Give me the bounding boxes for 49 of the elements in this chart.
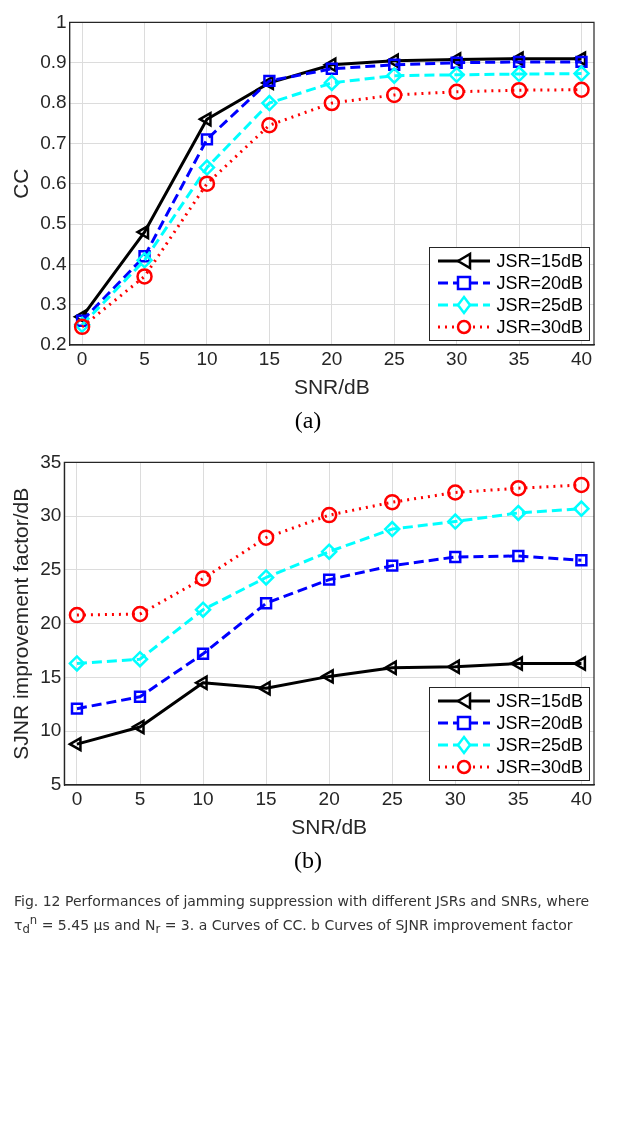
x-tick-label: 30: [446, 347, 468, 369]
legend-label: JSR=30dB: [496, 316, 583, 338]
x-tick-label: 40: [570, 787, 592, 809]
text: (a): [293, 407, 323, 434]
legend-label: JSR=25dB: [496, 734, 583, 756]
x-axis-title: SNR/dB: [293, 375, 370, 399]
legend-label: JSR=20dB: [496, 272, 583, 294]
x-tick-label: 25: [383, 347, 405, 369]
legend-label: JSR=15dB: [496, 690, 583, 712]
y-tick-label: 0.9: [40, 50, 67, 72]
x-tick-label: 30: [444, 787, 466, 809]
y-tick-label: 0.4: [40, 252, 68, 274]
y-tick-label: 35: [40, 450, 62, 472]
y-tick-label: 10: [40, 719, 62, 741]
x-tick-label: 5: [134, 787, 146, 809]
x-tick-label: 20: [318, 787, 340, 809]
x-tick-label: 15: [255, 787, 277, 809]
y-tick-label: 25: [40, 558, 62, 580]
y-tick-label: 0.5: [40, 212, 67, 234]
x-tick-label: 10: [192, 787, 214, 809]
y-tick-label: 0.3: [40, 292, 67, 314]
legend-label: JSR=25dB: [496, 294, 583, 316]
caption: Fig. 12 Performances of jamming suppression with different JSRs and SNRs, where τ$_{d}$$^{n}$ = 5.45 μs and N$_{r}$ = 3. a Curves of CC. b Curves of SJNR improvement factor: [13, 892, 591, 939]
x-tick-label: 15: [258, 347, 280, 369]
x-tick-label: 10: [196, 347, 218, 369]
x-tick-label: 5: [139, 347, 150, 369]
y-tick-label: 5: [50, 773, 62, 795]
legend-label: JSR=30dB: [496, 756, 583, 778]
y-tick-label: 30: [40, 504, 62, 526]
y-tick-label: 1: [56, 10, 67, 32]
text: (b): [293, 847, 323, 874]
y-tick-label: 20: [40, 611, 62, 633]
legend-label: JSR=20dB: [496, 712, 583, 734]
y-tick-label: 0.6: [40, 171, 67, 193]
x-axis-title: SNR/dB: [291, 815, 368, 839]
y-tick-label: 15: [40, 665, 62, 687]
y-axis-title: CC: [9, 168, 33, 199]
y-tick-label: 0.2: [40, 333, 67, 355]
legend-label: JSR=15dB: [496, 250, 583, 272]
x-tick-label: 40: [570, 347, 593, 369]
x-tick-label: 0: [76, 347, 88, 369]
y-tick-label: 0.7: [40, 131, 67, 153]
x-tick-label: 0: [71, 787, 83, 809]
x-tick-label: 35: [508, 347, 530, 369]
x-tick-label: 20: [321, 347, 343, 369]
x-tick-label: 35: [507, 787, 529, 809]
y-tick-label: 0.8: [40, 91, 67, 113]
y-axis-title: SJNR improvement factor/dB: [9, 487, 33, 760]
x-tick-label: 25: [381, 787, 403, 809]
